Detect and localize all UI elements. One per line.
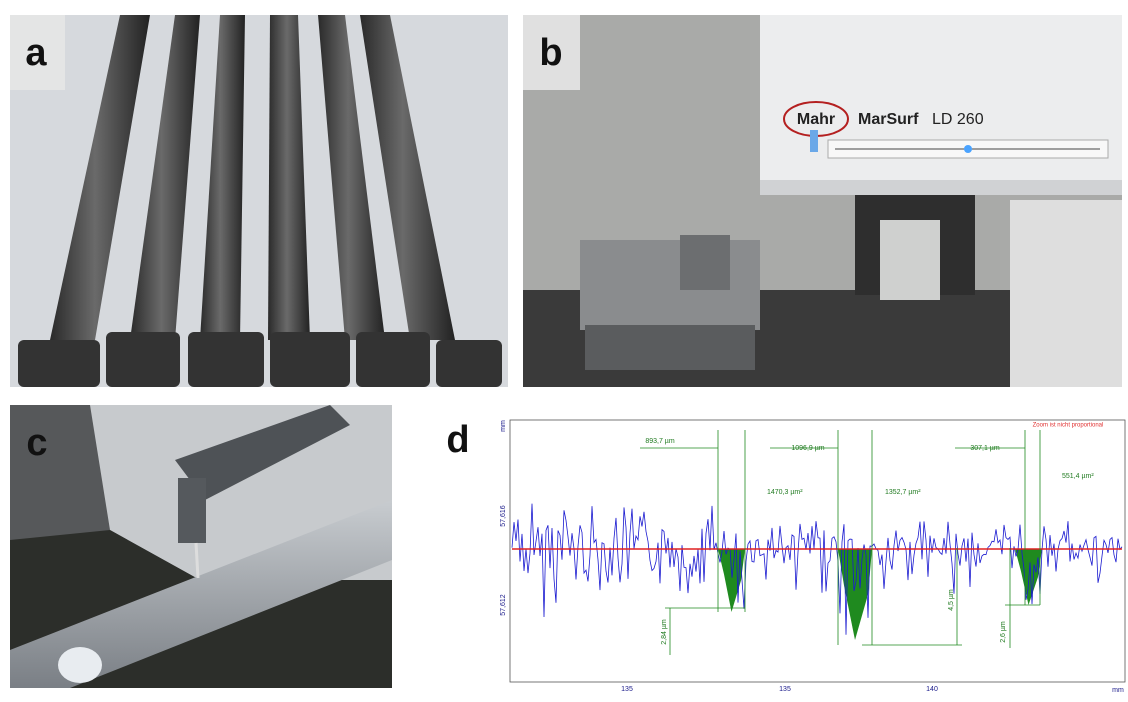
- x-unit: mm: [1112, 687, 1124, 694]
- panel-label: c: [26, 422, 47, 464]
- depth-label: 4,5 µm: [948, 589, 955, 611]
- depth-label: 2,84 µm: [661, 619, 668, 645]
- x-label: 135: [621, 686, 633, 693]
- dip-area: [1015, 549, 1042, 605]
- note: Zoom ist nicht proportional: [1033, 423, 1104, 429]
- y-unit: mm: [500, 420, 507, 432]
- panel-label: a: [25, 32, 47, 74]
- area-label: 551,4 µm²: [1062, 473, 1094, 480]
- panel-label: b: [539, 32, 562, 74]
- profile-line: [511, 503, 1123, 635]
- photo-c: c: [10, 405, 392, 688]
- product: MarSurf: [858, 111, 919, 128]
- profile-plot: d Zoom ist nicht proportional 893,7 µm 10…: [446, 419, 1126, 694]
- length-label: 307,1 µm: [970, 445, 999, 452]
- length-label: 1096,9 µm: [791, 445, 824, 452]
- dip-area: [718, 549, 745, 612]
- y-label: 57,616: [500, 505, 507, 527]
- area-label: 1352,7 µm²: [885, 489, 921, 496]
- x-label: 140: [926, 686, 938, 693]
- area-label: 1470,3 µm²: [767, 489, 803, 496]
- length-label: 893,7 µm: [645, 438, 674, 445]
- y-label: 57,612: [500, 594, 507, 616]
- x-label: 135: [779, 686, 791, 693]
- brand: Mahr: [797, 111, 835, 128]
- dip-area: [838, 549, 872, 640]
- photo-a: a: [10, 15, 508, 387]
- photo-b: Mahr MarSurf LD 260 b: [523, 15, 1122, 387]
- model: LD 260: [932, 111, 984, 128]
- depth-label: 2,6 µm: [1000, 621, 1007, 643]
- panel-label: d: [446, 419, 469, 461]
